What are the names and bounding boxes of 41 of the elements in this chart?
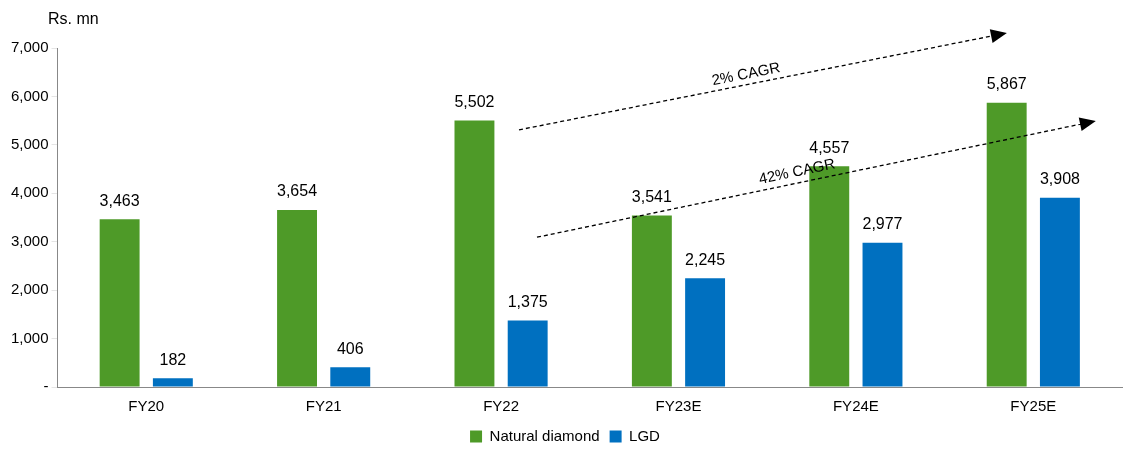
y-tick-label: - bbox=[43, 377, 49, 395]
y-tick-label: 2,000 bbox=[10, 280, 49, 298]
data-label: 2,245 bbox=[685, 250, 726, 268]
data-label: 5,867 bbox=[986, 75, 1027, 93]
x-tick-label: FY23E bbox=[655, 397, 702, 415]
bar bbox=[986, 102, 1027, 387]
bar bbox=[99, 219, 140, 387]
x-tick-label: FY20 bbox=[128, 397, 165, 415]
bar bbox=[152, 378, 193, 387]
bar bbox=[685, 278, 726, 387]
y-tick-label: 3,000 bbox=[10, 231, 49, 249]
data-label: 3,541 bbox=[631, 187, 672, 205]
legend-label: LGD bbox=[629, 426, 661, 444]
data-label: 4,557 bbox=[809, 138, 850, 156]
data-label: 182 bbox=[159, 350, 187, 368]
x-tick-label: FY24E bbox=[832, 397, 879, 415]
data-label: 2,977 bbox=[862, 215, 903, 233]
y-axis-title: Rs. mn bbox=[48, 10, 99, 28]
data-label: 406 bbox=[336, 339, 364, 357]
bar bbox=[1039, 197, 1080, 387]
data-label: 3,463 bbox=[99, 191, 140, 209]
data-label: 3,908 bbox=[1039, 170, 1081, 188]
data-label: 1,375 bbox=[507, 292, 548, 310]
y-tick-label: 5,000 bbox=[10, 135, 49, 152]
data-label: 5,502 bbox=[454, 92, 495, 110]
x-tick-label: FY25E bbox=[1010, 397, 1057, 415]
bar bbox=[631, 215, 672, 387]
y-tick-label: 7,000 bbox=[10, 38, 49, 56]
legend-label: Natural diamond bbox=[489, 426, 600, 444]
bar bbox=[277, 210, 317, 387]
y-tick-label: 4,000 bbox=[10, 183, 49, 201]
y-tick-label: 6,000 bbox=[10, 86, 49, 104]
x-tick-label: FY21 bbox=[305, 397, 342, 415]
y-tick-label: 1,000 bbox=[10, 328, 49, 346]
bar bbox=[862, 242, 903, 387]
bar bbox=[454, 120, 495, 387]
data-label: 3,654 bbox=[277, 182, 318, 200]
bar bbox=[507, 320, 548, 387]
bar bbox=[330, 367, 371, 387]
x-tick-label: FY22 bbox=[483, 397, 519, 415]
annotation: 2% CAGR bbox=[710, 58, 782, 89]
